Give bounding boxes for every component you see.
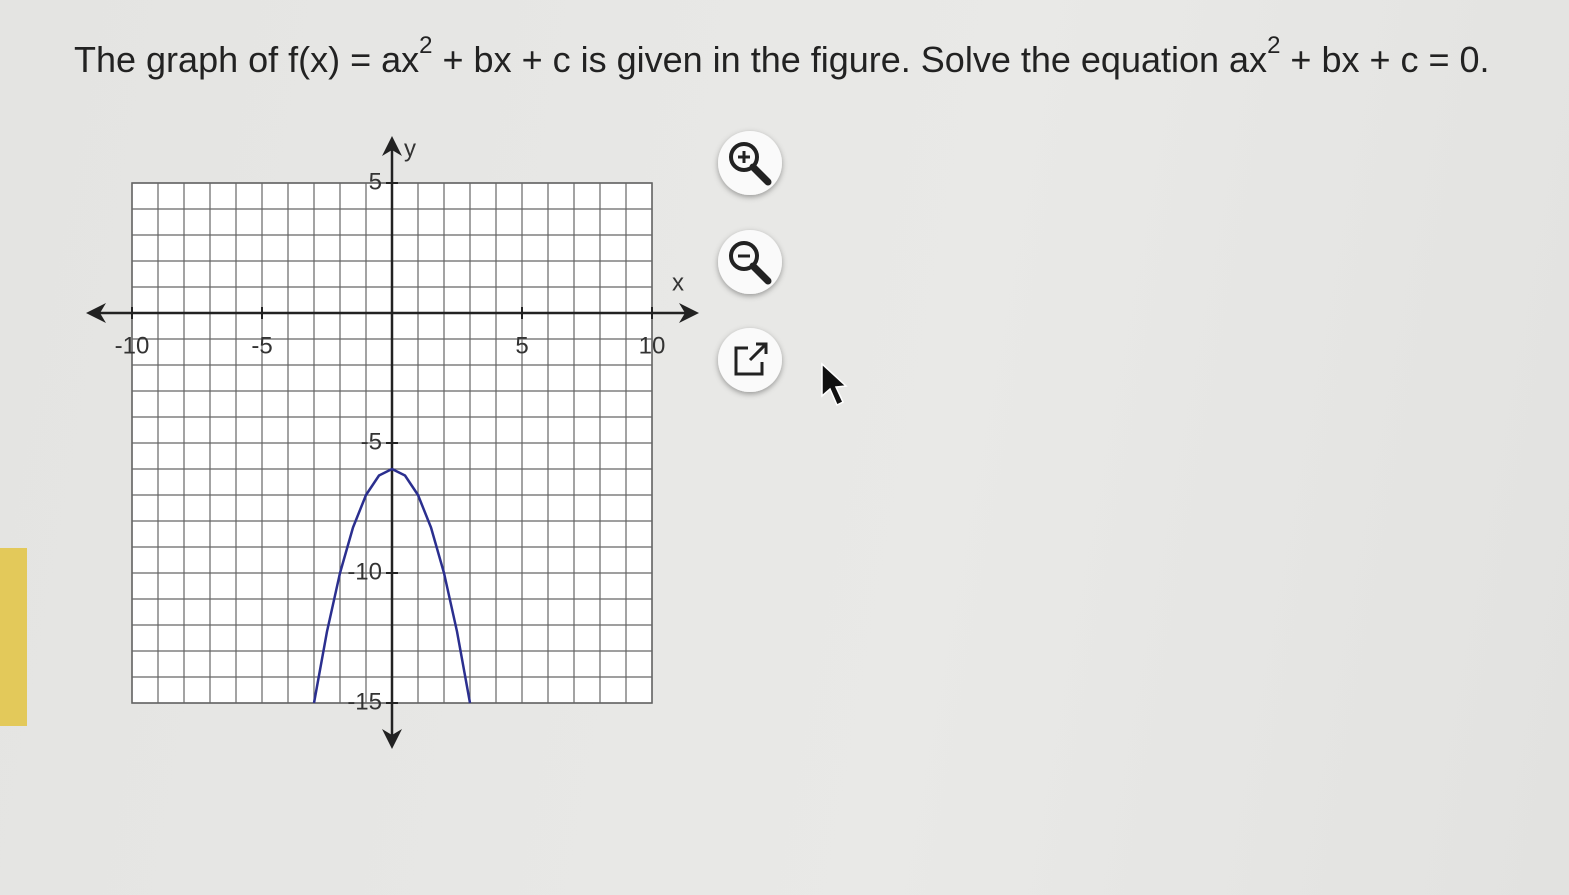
x-axis-label: x xyxy=(672,269,684,296)
x-tick-label: -5 xyxy=(251,332,272,359)
exponent: 2 xyxy=(1267,32,1281,59)
x-tick-label: -10 xyxy=(115,332,150,359)
y-tick-label: 5 xyxy=(369,168,382,195)
x-tick-label: 5 xyxy=(515,332,528,359)
zoom-out-icon xyxy=(729,241,772,285)
parabola xyxy=(312,467,472,704)
y-tick-label: -5 xyxy=(361,428,382,455)
x-tick-label: 10 xyxy=(639,332,666,359)
y-tick-label: -10 xyxy=(347,558,382,585)
exponent: 2 xyxy=(419,32,433,59)
mouse-cursor xyxy=(821,362,848,407)
zoom-in-icon xyxy=(729,142,772,186)
question-text: The graph of f(x) = ax xyxy=(74,39,420,80)
y-tick-label: -15 xyxy=(347,688,382,715)
y-axis-label: y xyxy=(404,135,416,162)
zoom-out-button[interactable] xyxy=(718,230,782,294)
question-text: + bx + c = 0. xyxy=(1280,39,1490,80)
zoom-in-button[interactable] xyxy=(718,131,782,195)
question: The graph of f(x) = ax2 + bx + c is give… xyxy=(74,32,1490,81)
open-window-icon xyxy=(734,342,768,376)
question-text: + bx + c is given in the figure. Solve t… xyxy=(432,39,1268,80)
graph: x y -10 -5 5 10 5 -5 -10 -15 xyxy=(86,135,699,749)
side-marker xyxy=(0,548,27,726)
